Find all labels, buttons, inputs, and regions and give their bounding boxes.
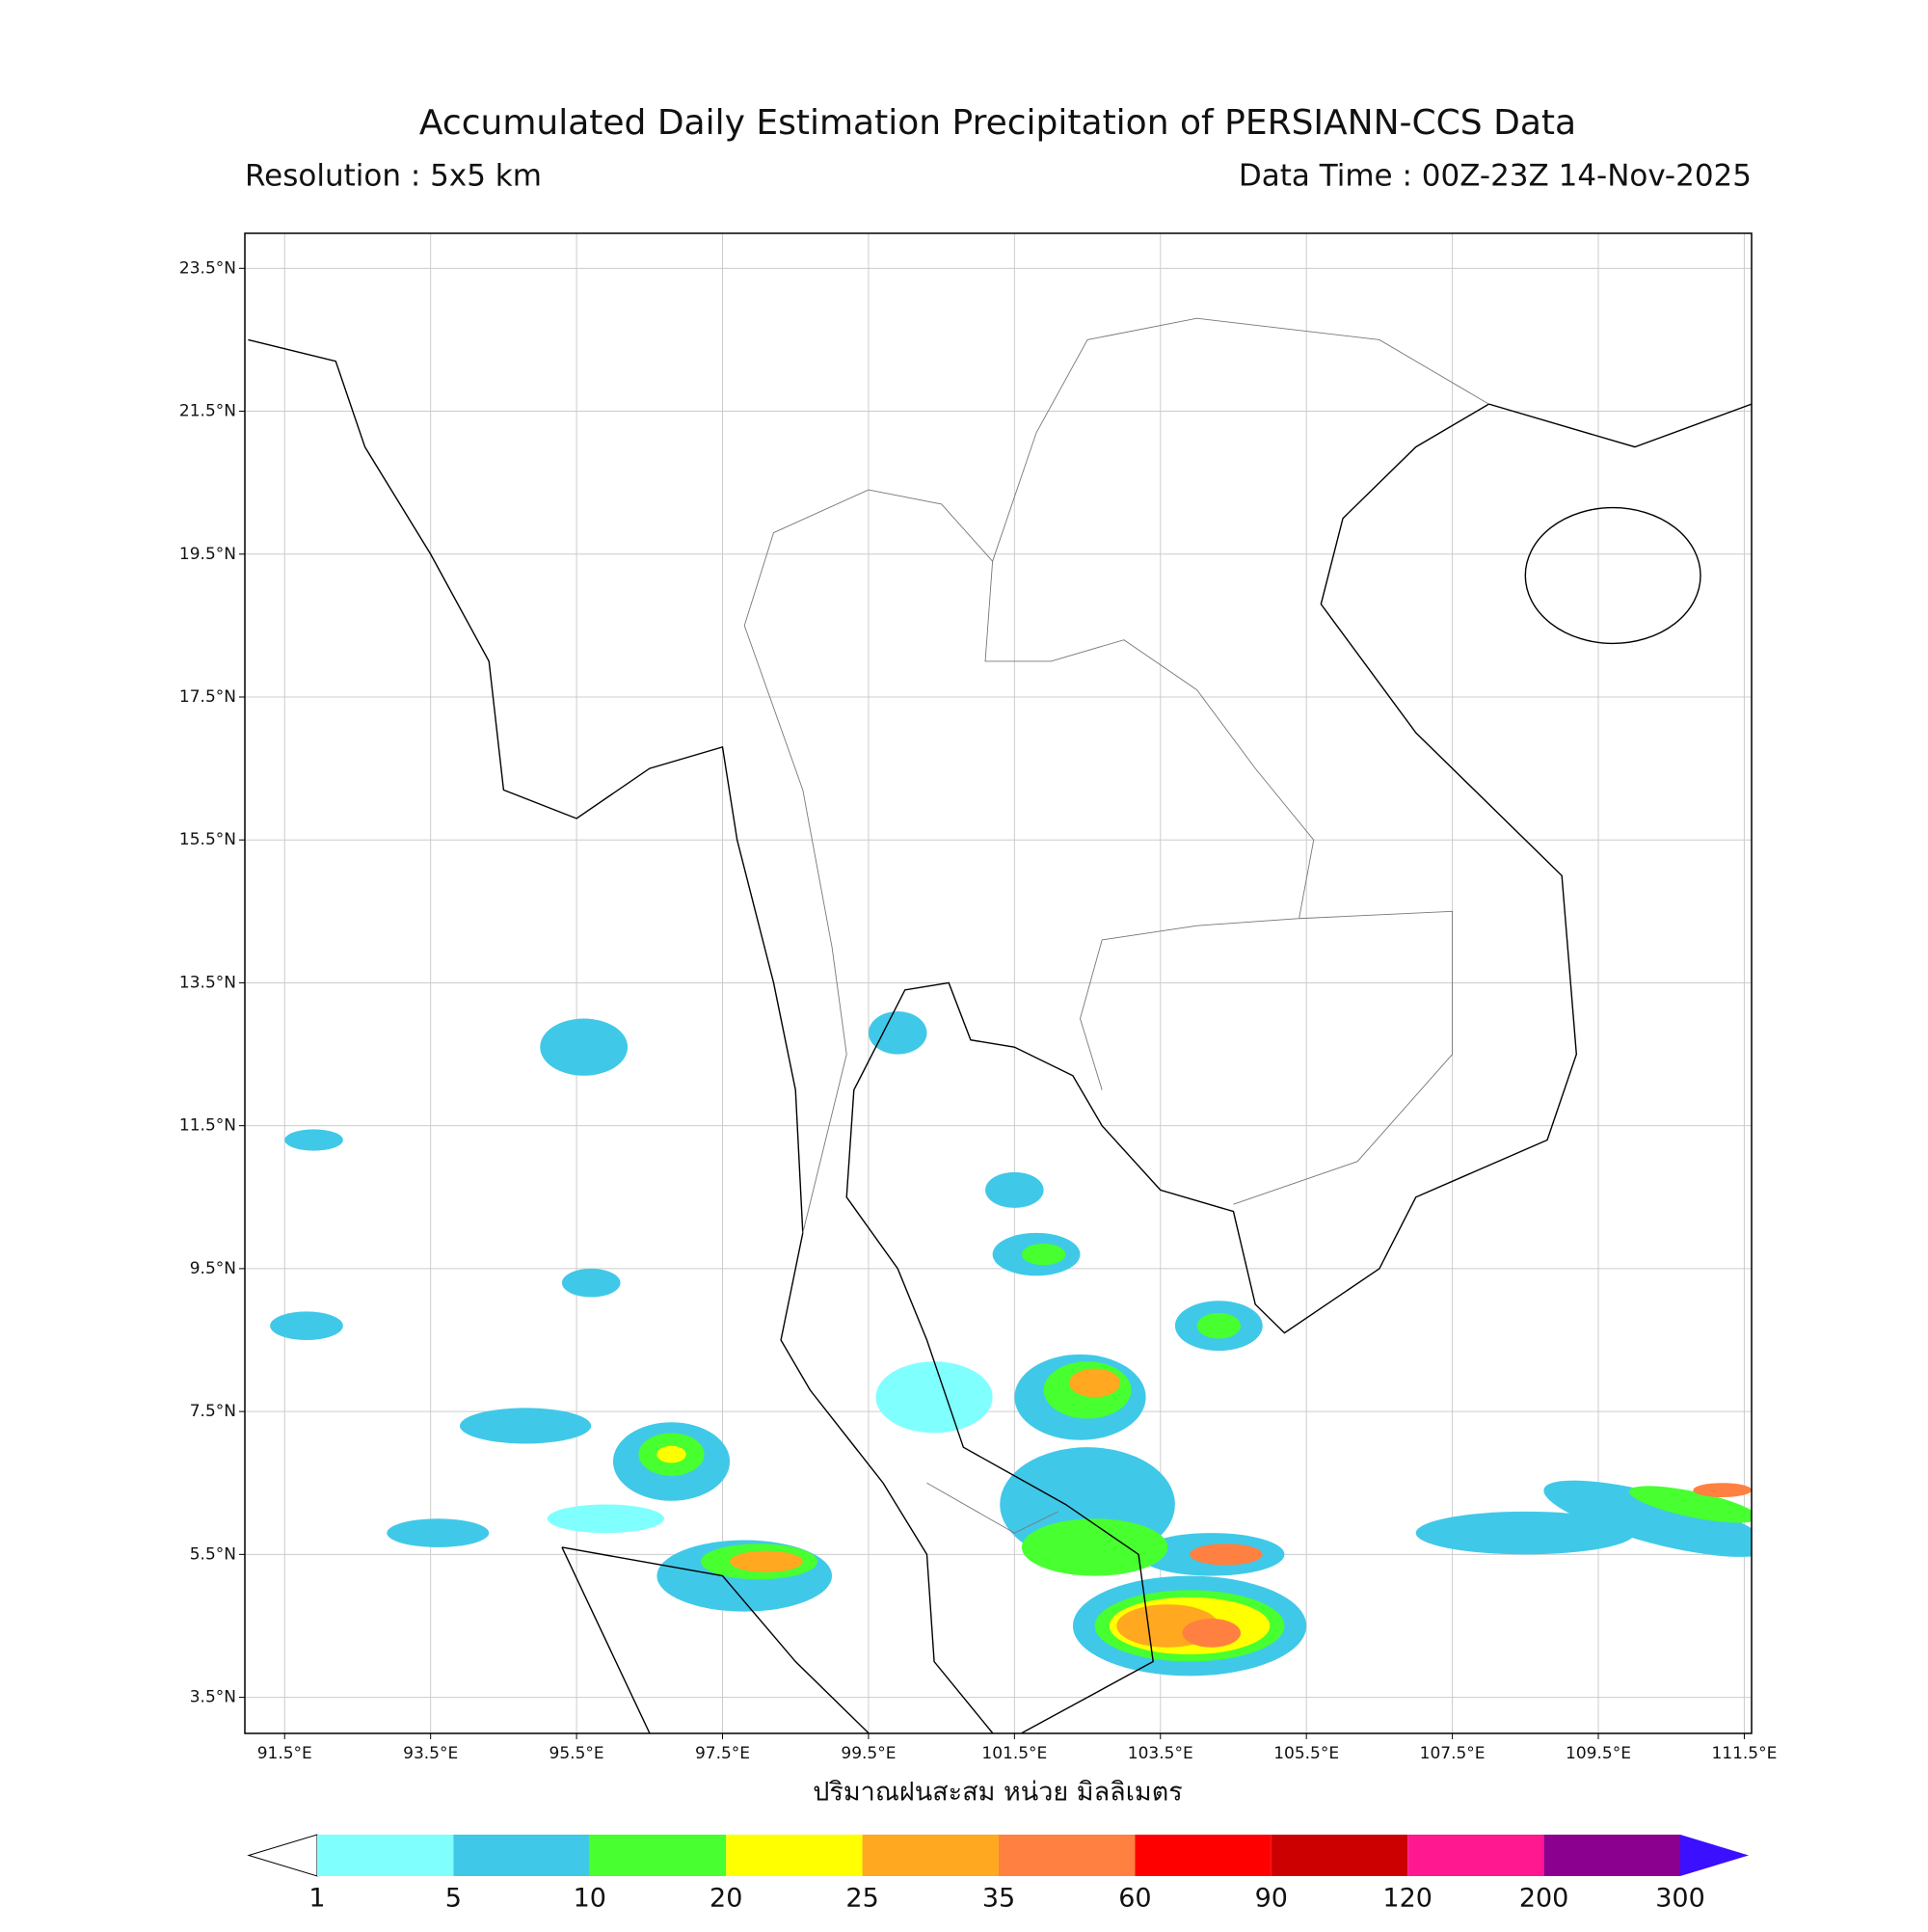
x-tick-label: 95.5°E: [549, 1744, 604, 1763]
colorbar-segment: [1271, 1835, 1408, 1876]
map-area: [248, 318, 1752, 1733]
x-tick-label: 97.5°E: [695, 1744, 750, 1763]
x-tick-label: 93.5°E: [403, 1744, 458, 1763]
coastline: [562, 1547, 869, 1733]
y-tick-label: 7.5°N: [190, 1402, 236, 1421]
colorbar-label: 5: [445, 1884, 462, 1914]
grid: [245, 233, 1752, 1733]
colorbar-label: 120: [1382, 1884, 1433, 1914]
y-tick-label: 5.5°N: [190, 1544, 236, 1564]
y-tick-label: 15.5°N: [179, 830, 236, 849]
y-tick-label: 3.5°N: [190, 1688, 236, 1707]
y-tick-label: 21.5°N: [179, 402, 236, 421]
coastline: [846, 404, 1752, 1732]
x-tick-label: 111.5°E: [1711, 1744, 1777, 1763]
coastline: [562, 1547, 650, 1733]
y-tick-label: 13.5°N: [179, 973, 236, 992]
y-tick-label: 23.5°N: [179, 258, 236, 278]
rain-areas: [270, 1011, 1752, 1677]
border: [993, 318, 1489, 561]
title: Accumulated Daily Estimation Precipitati…: [419, 103, 1576, 143]
colorbar: 1 5 10 20 25 35 60 90 120 200 300: [247, 1834, 1749, 1914]
colorbar-segment: [999, 1835, 1136, 1876]
colorbar-segment: [589, 1835, 727, 1876]
colorbar-segment: [726, 1835, 863, 1876]
x-tick-label: 91.5°E: [257, 1744, 312, 1763]
border: [744, 533, 846, 1233]
colorbar-segment: [1135, 1835, 1272, 1876]
colorbar-segment: [453, 1835, 590, 1876]
y-tick-label: 17.5°N: [179, 687, 236, 707]
coastline: [248, 339, 992, 1732]
colorbar-label: 25: [845, 1884, 878, 1914]
colorbar-label: 90: [1255, 1884, 1288, 1914]
y-tick-label: 9.5°N: [190, 1259, 236, 1278]
colorbar-label: 60: [1118, 1884, 1151, 1914]
y-tick-label: 19.5°N: [179, 545, 236, 564]
colorbar-label: 20: [710, 1884, 742, 1914]
colorbar-label: 200: [1519, 1884, 1569, 1914]
island: [1525, 508, 1700, 644]
border: [774, 490, 1314, 1090]
colorbar-segment: [1543, 1835, 1680, 1876]
border: [926, 1483, 1058, 1533]
border: [1233, 911, 1452, 1204]
resolution: Resolution : 5x5 km: [245, 159, 542, 194]
x-tick-label: 103.5°E: [1128, 1744, 1193, 1763]
colorbar-under: [247, 1834, 318, 1877]
x-tick-label: 109.5°E: [1566, 1744, 1631, 1763]
x-axis-label: ปริมาณฝนสะสม หน่วย มิลลิเมตร: [813, 1778, 1183, 1808]
colorbar-label: 35: [982, 1884, 1015, 1914]
map-frame: [244, 232, 1753, 1734]
colorbar-segment: [862, 1835, 999, 1876]
x-tick-label: 101.5°E: [981, 1744, 1047, 1763]
colorbar-label: 1: [308, 1884, 325, 1914]
colorbar-label: 10: [574, 1884, 606, 1914]
colorbar-over: [1680, 1835, 1749, 1876]
x-tick-label: 105.5°E: [1273, 1744, 1339, 1763]
colorbar-segment: [1407, 1835, 1544, 1876]
y-tick-label: 11.5°N: [179, 1116, 236, 1136]
colorbar-label: 300: [1655, 1884, 1705, 1914]
ticks: 91.5°E 93.5°E 95.5°E 97.5°E 99.5°E 101.5°E 103…: [179, 258, 1777, 1763]
data-time: Data Time : 00Z-23Z 14-Nov-2025: [1239, 159, 1752, 194]
colorbar-segment: [317, 1835, 454, 1876]
geography: [248, 318, 1752, 1733]
x-tick-label: 107.5°E: [1420, 1744, 1486, 1763]
x-tick-label: 99.5°E: [841, 1744, 896, 1763]
